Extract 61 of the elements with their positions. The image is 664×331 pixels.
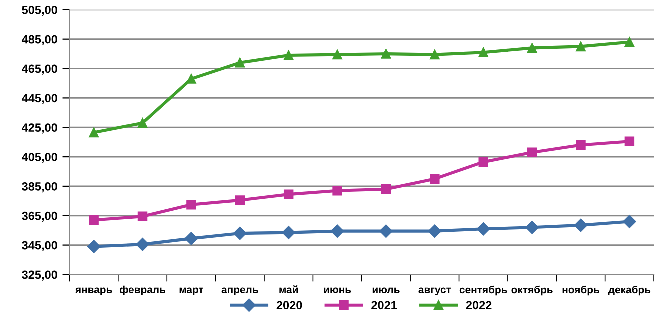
point	[527, 43, 538, 54]
point	[477, 222, 490, 236]
x-tick-label: июль	[372, 288, 400, 294]
point	[430, 50, 440, 60]
point	[623, 215, 636, 228]
x-tick-label: июнь	[324, 288, 352, 294]
y-tick-label: 325,00	[22, 270, 58, 281]
point	[87, 240, 101, 254]
point	[624, 136, 635, 146]
y-tick-label: 445,00	[22, 94, 58, 104]
x-tick-label: апрель	[222, 288, 258, 296]
x-tick-label: март	[180, 288, 204, 296]
point	[332, 186, 342, 196]
y-tick-label: 365,00	[22, 212, 58, 222]
point	[89, 215, 99, 226]
point	[89, 128, 99, 138]
x-tick-label: май	[280, 286, 298, 294]
point	[428, 224, 442, 238]
point	[576, 140, 586, 150]
y-tick-label: 425,00	[22, 124, 58, 134]
point	[478, 157, 488, 168]
point	[186, 74, 196, 84]
x-tick-label: ноябрь	[562, 286, 600, 296]
x-tick-label: октябрь	[512, 286, 553, 296]
point	[526, 221, 539, 234]
point	[478, 48, 488, 58]
point	[624, 37, 635, 48]
y-tick-label: 385,00	[22, 182, 58, 193]
point	[574, 218, 588, 232]
point	[138, 118, 148, 128]
y-tick-label: 345,00	[22, 241, 58, 252]
point	[234, 226, 247, 240]
point	[527, 148, 538, 158]
y-tick-label: 465,00	[22, 64, 58, 75]
point	[284, 190, 294, 200]
point	[235, 196, 246, 206]
point	[576, 42, 586, 52]
x-tick-label: сентябрь	[460, 286, 508, 296]
point	[186, 200, 196, 210]
x-tick-label: декабрь	[608, 286, 651, 296]
point	[380, 224, 393, 238]
point	[332, 50, 342, 60]
point	[136, 238, 150, 252]
y-tick-label: 505,00	[22, 6, 58, 16]
x-tick-label: январь	[75, 288, 112, 296]
point	[284, 50, 294, 60]
point	[430, 174, 440, 184]
legend-label: 2020	[276, 301, 302, 310]
y-tick-label: 485,00	[22, 35, 58, 46]
point	[381, 49, 392, 59]
point	[184, 232, 198, 246]
point	[235, 58, 246, 68]
x-tick-label: август	[418, 288, 452, 296]
x-tick-label: февраль	[120, 286, 166, 296]
point	[282, 226, 296, 240]
point	[381, 184, 392, 194]
legend-label: 2021	[372, 301, 398, 310]
legend-label: 2022	[466, 301, 492, 310]
point	[330, 224, 344, 238]
point	[138, 212, 148, 222]
y-tick-label: 405,00	[22, 153, 58, 164]
